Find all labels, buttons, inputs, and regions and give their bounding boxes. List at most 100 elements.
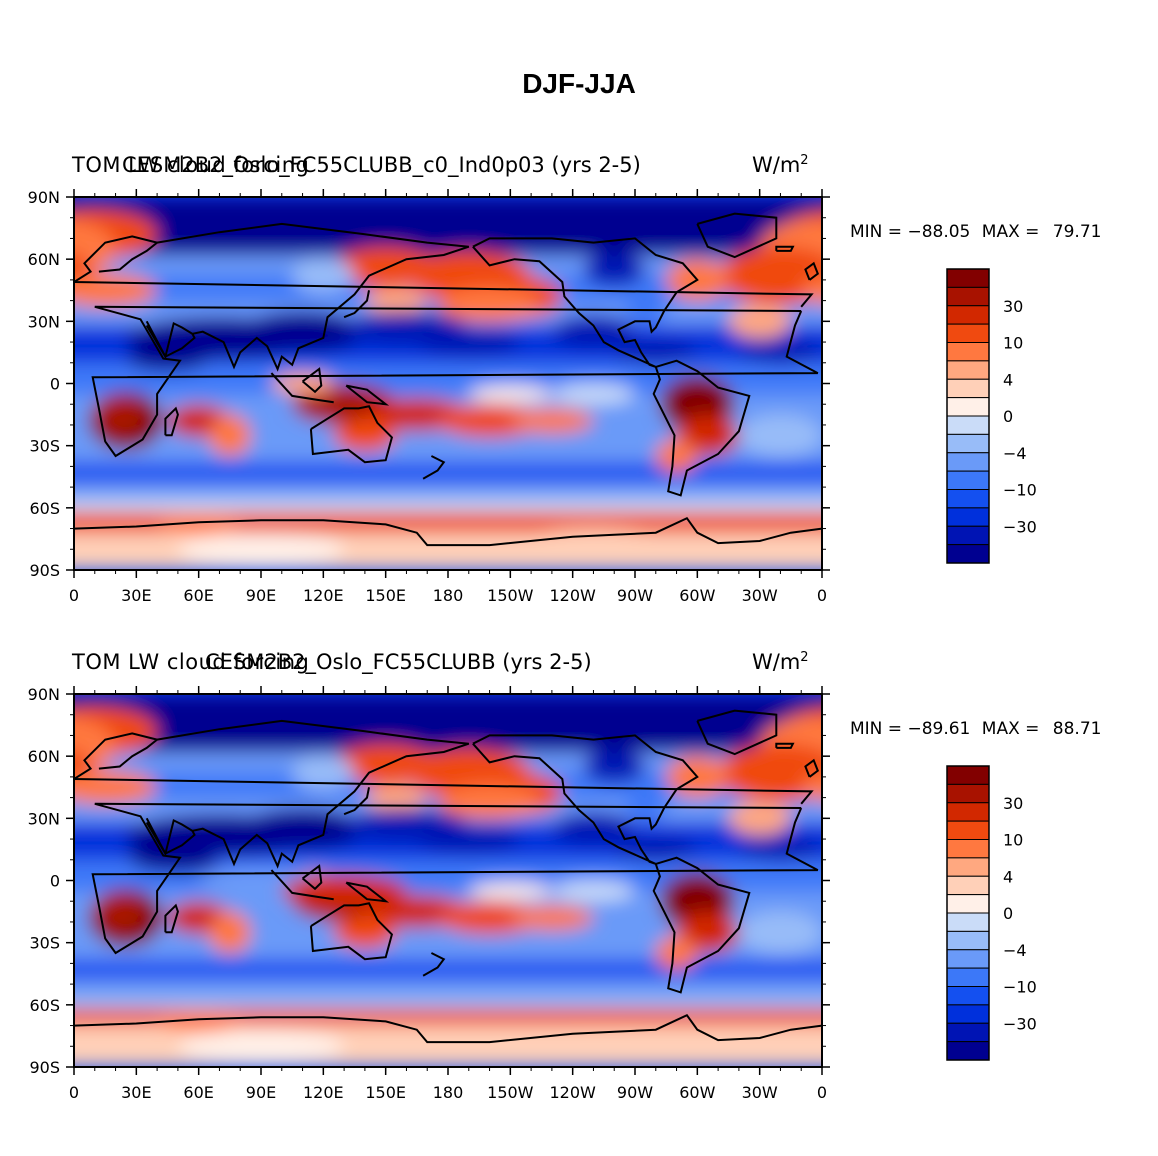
colorbar-box: [946, 820, 990, 840]
colorbar-label: 0: [1003, 904, 1013, 923]
colorbar-label: 10: [1003, 831, 1023, 850]
colorbar-label: 10: [1003, 334, 1023, 353]
contour-blob: [74, 770, 158, 804]
x-tick-label: 120W: [549, 1083, 596, 1102]
contour-blob: [209, 414, 251, 457]
contour-blob: [468, 882, 552, 900]
units-superscript: 2: [800, 153, 809, 168]
contour-blob: [510, 528, 677, 562]
colorbar-box: [946, 986, 990, 1006]
x-tick-label: 90E: [246, 1083, 276, 1102]
min-max-stats: MIN = −88.05 MAX = 79.71: [850, 222, 1101, 242]
contour-blob: [718, 246, 822, 305]
x-tick-label: 180: [433, 586, 464, 605]
colorbar-label: −4: [1003, 444, 1027, 463]
coastline: [696, 212, 778, 259]
contour-blob: [551, 880, 635, 902]
x-tick-label: 150E: [365, 1083, 406, 1102]
x-tick-label: 150W: [487, 586, 534, 605]
colorbar: 30 10 4 0 −4 −10 −30: [946, 268, 1037, 564]
x-tick-label: 90W: [617, 1083, 653, 1102]
colorbar-box: [946, 857, 990, 877]
colorbar-box: [946, 949, 990, 969]
coastline: [145, 821, 196, 855]
contour-blob: [583, 749, 646, 784]
contour-blob: [655, 936, 698, 970]
contour-blob: [364, 288, 428, 314]
colorbar-box: [946, 802, 990, 822]
colorbar-label: −4: [1003, 941, 1027, 960]
colorbar-box: [946, 839, 990, 859]
contour-field: [74, 694, 822, 1067]
coastline: [91, 802, 819, 955]
colorbar-label: −10: [1003, 481, 1037, 500]
colorbar-box: [946, 875, 990, 896]
contour-blob: [364, 785, 428, 811]
contour-blob: [416, 824, 521, 854]
x-tick-label: 0: [69, 586, 79, 605]
contour-blob: [209, 911, 251, 954]
contour-blob: [551, 315, 635, 349]
contour-blob: [510, 1025, 719, 1059]
colorbar: 30 10 4 0 −4 −10 −30: [946, 765, 1037, 1061]
contour-blob: [738, 414, 822, 457]
y-tick-label: 30N: [28, 809, 60, 828]
left-string: TOM LW cloud forcing: [72, 153, 310, 177]
colorbar-label: 30: [1003, 297, 1023, 316]
contour-blob: [240, 310, 365, 353]
contour-band: [74, 979, 822, 997]
colorbar-box: [946, 305, 990, 325]
contour-blob: [801, 276, 822, 304]
contour-blob: [510, 408, 594, 434]
colorbar-label: −30: [1003, 1014, 1037, 1033]
map-svg-2: 0 30E 60E 90E 120E 150E 180 150W 120W 90W 60W 30W 09…: [28, 685, 1037, 1102]
coastline: [652, 359, 751, 497]
contour-blob: [94, 890, 145, 933]
coastline: [164, 406, 179, 437]
coastline: [422, 455, 446, 480]
map-svg-1: 0 30E 60E 90E 120E 150E 180 150W 120W 90W 60W 30W 09…: [28, 188, 1037, 605]
min-label: MIN =: [850, 719, 903, 739]
colorbar-box: [946, 783, 990, 804]
contour-blob: [738, 911, 822, 954]
contour-blob: [74, 273, 158, 307]
colorbar-outline: [946, 765, 990, 1061]
contour-band: [74, 197, 822, 256]
coastline: [804, 758, 820, 778]
colorbar-box: [946, 912, 990, 932]
min-label: MIN =: [850, 222, 903, 242]
contour-blob: [738, 339, 822, 365]
map-panel-2: 0 30E 60E 90E 120E 150E 180 150W 120W 90W 60W 30W 0 9…: [0, 647, 1158, 1127]
contour-blob: [416, 327, 521, 357]
min-value: −89.61: [907, 719, 971, 739]
contour-blob: [437, 288, 542, 322]
coastline: [804, 261, 820, 281]
y-tick-label: 30S: [29, 437, 60, 456]
coastline: [775, 245, 795, 252]
x-tick-label: 60W: [679, 1083, 715, 1102]
colorbar-box: [946, 397, 990, 417]
min-max-stats: MIN = −89.61 MAX = 88.71: [850, 719, 1101, 739]
y-tick-label: 60N: [28, 747, 60, 766]
contour-blob: [292, 259, 355, 293]
contour-band: [74, 996, 822, 1009]
contour-blob: [157, 1011, 241, 1032]
coastline: [775, 742, 795, 749]
colorbar-box: [946, 765, 990, 785]
contour-band: [74, 482, 822, 500]
max-label: MAX =: [981, 222, 1040, 242]
contour-band: [74, 511, 822, 533]
contour-blob: [437, 785, 542, 819]
y-tick-label: 90N: [28, 188, 60, 207]
colorbar-box: [946, 452, 990, 472]
contour-blob: [728, 304, 791, 338]
y-tick-label: 30N: [28, 312, 60, 331]
colorbar-box: [946, 433, 990, 454]
contour-field: [74, 197, 822, 570]
coastline: [145, 324, 196, 358]
colorbar-box: [946, 1022, 990, 1043]
contour-blob: [157, 514, 241, 535]
contour-blob: [635, 1008, 760, 1026]
contour-blob: [437, 404, 542, 438]
colorbar-box: [946, 544, 990, 564]
